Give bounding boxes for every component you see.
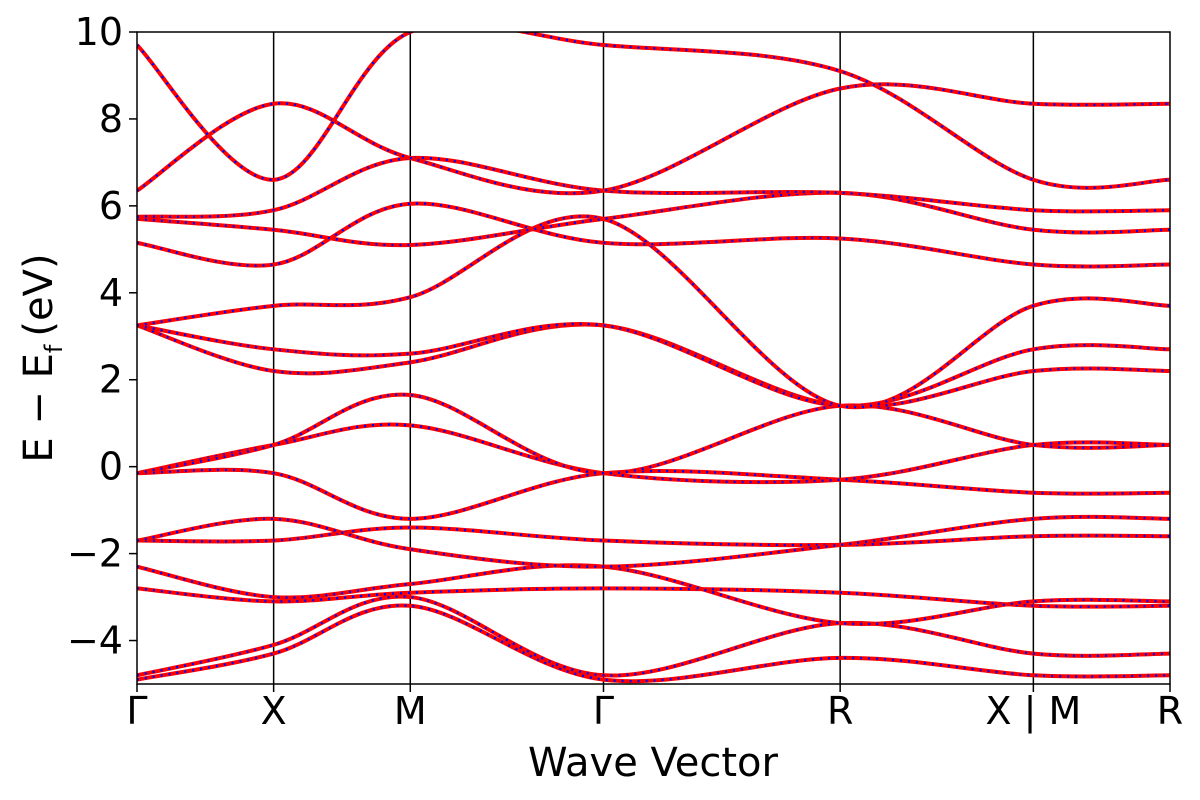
band-line (137, 321, 1170, 408)
y-axis-title-subscript: f (40, 344, 68, 353)
y-tick-label: 10 (75, 10, 123, 54)
x-tick-label: Γ (593, 689, 614, 733)
plot-background (137, 32, 1170, 684)
band-line-overlay (137, 202, 1170, 268)
band-lines (137, 32, 1170, 684)
x-tick-label: X | M (985, 689, 1081, 734)
y-axis-title-unit: (eV) (16, 253, 62, 336)
y-axis-title: E − Ef (eV) (16, 253, 68, 462)
y-tick-label: 2 (99, 358, 123, 402)
band-line-overlay (137, 587, 1170, 608)
y-tick-label: 4 (99, 271, 123, 315)
band-line (137, 594, 1170, 678)
y-tick-label: −4 (67, 619, 123, 663)
y-axis-ticks: −4 −2 0 2 4 6 8 10 (67, 10, 137, 663)
band-line (137, 603, 1170, 684)
plot-frame (136, 31, 1171, 685)
y-tick-label: 8 (99, 97, 123, 141)
x-tick-label: X (261, 689, 287, 733)
y-tick-label: 0 (99, 445, 123, 489)
y-axis-title-main: E − E (16, 353, 62, 463)
band-line (137, 190, 1170, 248)
x-tick-label: R (1157, 689, 1183, 733)
x-axis-ticks: Γ X M Γ R X | M R (126, 684, 1183, 734)
x-tick-label: M (394, 689, 427, 733)
band-line (137, 392, 1170, 476)
band-line-overlay (137, 215, 1170, 409)
band-line (137, 82, 1170, 196)
y-tick-label: −2 (67, 532, 123, 576)
band-line (137, 514, 1170, 569)
band-line (137, 32, 1170, 190)
x-axis-title: Wave Vector (528, 740, 779, 786)
y-tick-label: 6 (99, 184, 123, 228)
high-symmetry-lines (272, 32, 1035, 684)
plot-area (137, 32, 1170, 684)
band-line-overlay (137, 323, 1170, 409)
band-line-overlay (137, 526, 1170, 547)
x-tick-label: Γ (126, 689, 147, 733)
x-tick-label: R (827, 689, 853, 733)
